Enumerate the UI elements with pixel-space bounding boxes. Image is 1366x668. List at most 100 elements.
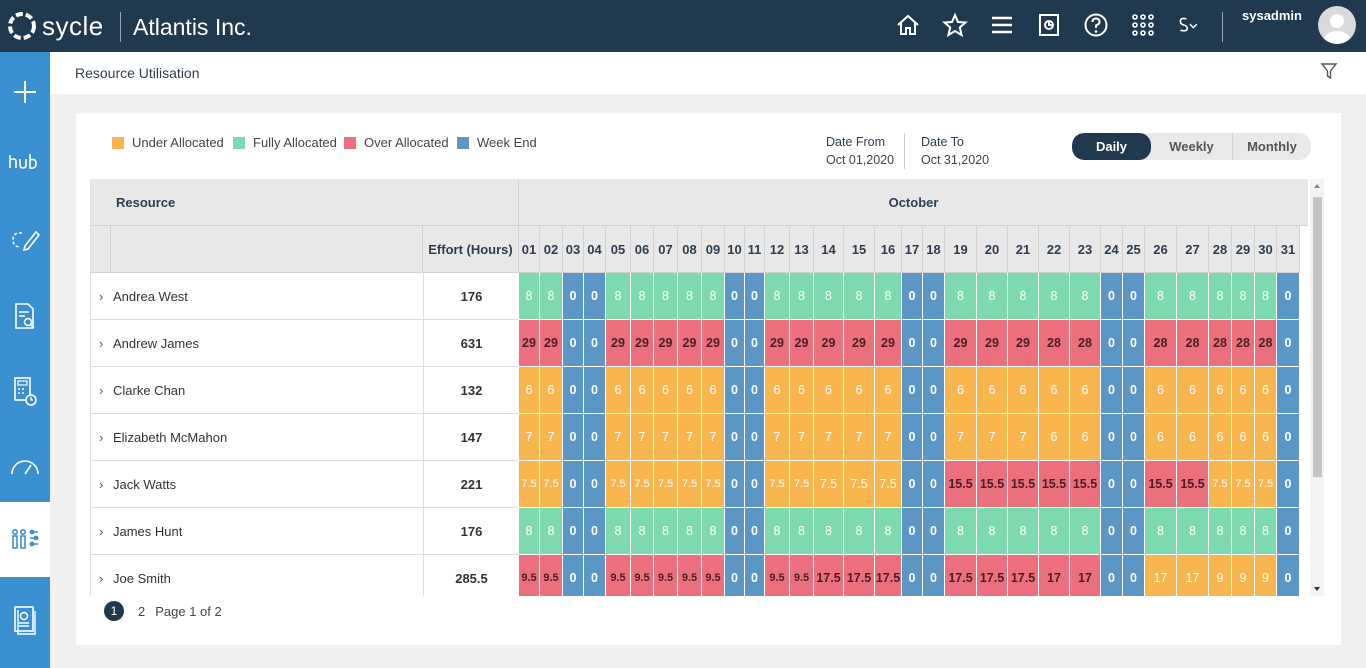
allocation-cell[interactable]: 29 <box>1008 320 1039 367</box>
allocation-cell[interactable]: 7.5 <box>1255 461 1277 508</box>
allocation-cell[interactable]: 28 <box>1255 320 1277 367</box>
allocation-cell[interactable]: 8 <box>875 508 902 555</box>
allocation-cell[interactable]: 6 <box>945 367 977 414</box>
allocation-cell[interactable]: 7.5 <box>844 461 875 508</box>
allocation-cell[interactable]: 29 <box>765 320 790 367</box>
allocation-cell[interactable]: 8 <box>1255 273 1277 320</box>
allocation-cell[interactable]: 28 <box>1177 320 1209 367</box>
allocation-cell[interactable]: 0 <box>923 555 945 596</box>
allocation-cell[interactable]: 6 <box>1039 414 1070 461</box>
allocation-cell[interactable]: 17 <box>1177 555 1209 596</box>
allocation-cell[interactable]: 0 <box>1277 320 1300 367</box>
allocation-cell[interactable]: 9.5 <box>765 555 790 596</box>
allocation-cell[interactable]: 7 <box>519 414 540 461</box>
allocation-cell[interactable]: 8 <box>765 273 790 320</box>
allocation-cell[interactable]: 7.5 <box>702 461 725 508</box>
allocation-cell[interactable]: 0 <box>584 555 606 596</box>
allocation-cell[interactable]: 29 <box>631 320 654 367</box>
allocation-cell[interactable]: 8 <box>1145 508 1177 555</box>
allocation-cell[interactable]: 8 <box>1039 508 1070 555</box>
allocation-cell[interactable]: 7.5 <box>765 461 790 508</box>
table-row[interactable]: › Clarke Chan 132 <box>91 367 519 414</box>
allocation-cell[interactable]: 6 <box>1145 367 1177 414</box>
allocation-cell[interactable]: 0 <box>1277 555 1300 596</box>
allocation-cell[interactable]: 8 <box>540 273 563 320</box>
allocation-cell[interactable]: 15.5 <box>1177 461 1209 508</box>
allocation-cell[interactable]: 0 <box>1277 461 1300 508</box>
sidebar-calculator[interactable] <box>0 362 50 422</box>
allocation-cell[interactable]: 7 <box>540 414 563 461</box>
allocation-cell[interactable]: 15.5 <box>1008 461 1039 508</box>
allocation-cell[interactable]: 29 <box>977 320 1008 367</box>
allocation-cell[interactable]: 0 <box>1101 320 1123 367</box>
allocation-cell[interactable]: 0 <box>563 273 584 320</box>
allocation-cell[interactable]: 8 <box>875 273 902 320</box>
allocation-cell[interactable]: 8 <box>1145 273 1177 320</box>
allocation-cell[interactable]: 8 <box>765 508 790 555</box>
toggle-daily-button[interactable]: Daily <box>1072 133 1151 160</box>
allocation-cell[interactable]: 8 <box>606 508 631 555</box>
allocation-cell[interactable]: 0 <box>1277 367 1300 414</box>
allocation-cell[interactable]: 8 <box>606 273 631 320</box>
allocation-cell[interactable]: 6 <box>654 367 678 414</box>
allocation-cell[interactable]: 8 <box>631 508 654 555</box>
resource-name-cell[interactable]: › Jack Watts <box>99 477 176 492</box>
allocation-cell[interactable]: 0 <box>725 461 745 508</box>
chevron-right-icon[interactable]: › <box>99 571 104 586</box>
sidebar-search-doc[interactable] <box>0 287 50 347</box>
allocation-cell[interactable]: 6 <box>519 367 540 414</box>
allocation-cell[interactable]: 7.5 <box>790 461 814 508</box>
allocation-cell[interactable]: 8 <box>790 508 814 555</box>
table-row[interactable]: › Andrea West 176 <box>91 273 519 320</box>
date-to-value[interactable]: Oct 31,2020 <box>921 153 990 167</box>
allocation-cell[interactable]: 8 <box>814 508 844 555</box>
allocation-cell[interactable]: 29 <box>702 320 725 367</box>
allocation-cell[interactable]: 7.5 <box>654 461 678 508</box>
sidebar-resource-utilisation[interactable] <box>0 502 50 577</box>
allocation-cell[interactable]: 6 <box>606 367 631 414</box>
table-row[interactable]: › Elizabeth McMahon 147 <box>91 414 519 461</box>
allocation-cell[interactable]: 28 <box>1145 320 1177 367</box>
table-row[interactable]: › Andrew James 631 <box>91 320 519 367</box>
allocation-cell[interactable]: 8 <box>844 508 875 555</box>
allocation-cell[interactable]: 8 <box>844 273 875 320</box>
allocation-cell[interactable]: 8 <box>977 273 1008 320</box>
allocation-cell[interactable]: 0 <box>1277 273 1300 320</box>
allocation-cell[interactable]: 9.5 <box>678 555 702 596</box>
allocation-cell[interactable]: 0 <box>923 508 945 555</box>
allocation-cell[interactable]: 17.5 <box>814 555 844 596</box>
scrollbar-thumb[interactable] <box>1313 197 1322 477</box>
allocation-cell[interactable]: 28 <box>1232 320 1255 367</box>
allocation-cell[interactable]: 8 <box>702 273 725 320</box>
allocation-cell[interactable]: 6 <box>1232 367 1255 414</box>
allocation-cell[interactable]: 6 <box>844 367 875 414</box>
report-icon[interactable] <box>1036 12 1062 38</box>
allocation-cell[interactable]: 8 <box>1177 508 1209 555</box>
allocation-cell[interactable]: 6 <box>977 367 1008 414</box>
allocation-cell[interactable]: 9.5 <box>540 555 563 596</box>
allocation-cell[interactable]: 0 <box>902 273 923 320</box>
allocation-cell[interactable]: 0 <box>725 367 745 414</box>
allocation-cell[interactable]: 9.5 <box>519 555 540 596</box>
allocation-cell[interactable]: 0 <box>1101 508 1123 555</box>
allocation-cell[interactable]: 0 <box>584 320 606 367</box>
allocation-cell[interactable]: 0 <box>725 320 745 367</box>
table-row[interactable]: › James Hunt 176 <box>91 508 519 555</box>
allocation-cell[interactable]: 0 <box>1123 555 1145 596</box>
allocation-cell[interactable]: 0 <box>745 555 765 596</box>
allocation-cell[interactable]: 7 <box>977 414 1008 461</box>
allocation-cell[interactable]: 0 <box>745 461 765 508</box>
allocation-cell[interactable]: 8 <box>654 273 678 320</box>
allocation-cell[interactable]: 6 <box>1070 367 1101 414</box>
sidebar-dashboard[interactable] <box>0 437 50 497</box>
resource-name-cell[interactable]: › Elizabeth McMahon <box>99 430 227 445</box>
allocation-cell[interactable]: 7 <box>814 414 844 461</box>
username[interactable]: sysadmin <box>1242 8 1302 23</box>
allocation-cell[interactable]: 28 <box>1039 320 1070 367</box>
allocation-cell[interactable]: 7 <box>765 414 790 461</box>
chevron-right-icon[interactable]: › <box>99 524 104 539</box>
date-from-value[interactable]: Oct 01,2020 <box>826 153 895 167</box>
allocation-cell[interactable]: 0 <box>1101 461 1123 508</box>
allocation-cell[interactable]: 29 <box>519 320 540 367</box>
allocation-cell[interactable]: 29 <box>606 320 631 367</box>
